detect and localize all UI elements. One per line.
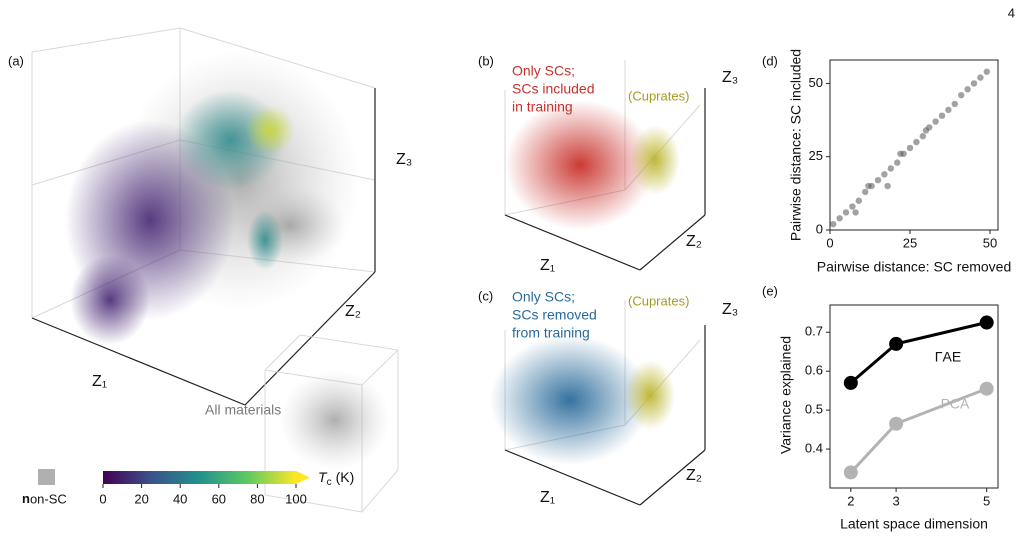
colorbar-label-unit: (K) <box>336 469 355 485</box>
panel-label: (c) <box>478 288 493 303</box>
point <box>862 188 869 196</box>
point <box>958 91 965 99</box>
y-tick-label: 0.4 <box>805 441 823 456</box>
point <box>884 182 891 190</box>
y-axis-label: Pairwise distance: SC included <box>788 49 804 241</box>
panel-text: SCs removed <box>512 307 597 323</box>
point <box>836 215 843 222</box>
panel-b-box <box>504 60 706 271</box>
point <box>842 209 850 216</box>
series-label: PCA <box>941 396 970 412</box>
point <box>906 144 914 152</box>
panel-text: in training <box>512 99 573 115</box>
point <box>881 171 888 178</box>
point <box>874 176 882 184</box>
inset-label: All materials <box>205 402 281 418</box>
axis-label: Z₃ <box>722 301 738 318</box>
y-tick-label: 25 <box>809 148 823 163</box>
annotation: (Cuprates) <box>628 293 689 308</box>
axis-label: Z₃ <box>396 151 412 168</box>
legend-label: non-SC <box>22 491 67 506</box>
colorbar-tick-label: 40 <box>173 491 187 506</box>
colorbar-label-subscript: c <box>327 477 332 488</box>
axis-label: Z₁ <box>540 257 555 274</box>
point <box>977 74 984 81</box>
panel-text: from training <box>512 325 590 341</box>
axis-label: Z₂ <box>686 233 702 250</box>
point <box>938 112 946 119</box>
y-tick-label: 50 <box>809 75 823 90</box>
colorbar-tick-label: 60 <box>212 491 226 506</box>
point <box>894 159 901 166</box>
panel-label: (d) <box>762 53 778 68</box>
x-tick-label: 3 <box>892 493 899 508</box>
x-axis-label: Latent space dimension <box>840 516 988 532</box>
y-tick-label: 0.7 <box>805 324 823 339</box>
y-axis-label: Variance explained <box>778 336 794 454</box>
panel-text: Only SCs; <box>512 289 575 305</box>
colorbar-tick-label: 100 <box>285 491 307 506</box>
axis-label: Z₃ <box>722 69 738 86</box>
point <box>897 150 904 157</box>
axis-label: Z₁ <box>540 489 555 506</box>
y-tick-label: 0.5 <box>805 402 823 417</box>
series-label: ΓAE <box>935 349 961 365</box>
colorbar-tick-label: 0 <box>99 491 106 506</box>
plot-frame <box>829 304 999 489</box>
colorbar-label-symbol: T <box>318 469 328 485</box>
panel-c-box <box>490 300 706 506</box>
x-tick-label: 0 <box>826 235 833 250</box>
page-number: 4 <box>1008 5 1015 20</box>
panel-a-clouds <box>65 50 360 345</box>
point <box>919 133 926 140</box>
point <box>855 197 862 204</box>
annotation: (Cuprates) <box>628 88 689 103</box>
panel-text: Only SCs; <box>512 63 575 79</box>
x-tick-label: 2 <box>847 493 854 508</box>
colorbar-arrow <box>296 471 310 484</box>
point <box>852 209 859 216</box>
point <box>830 220 837 228</box>
panel-text: SCs included <box>512 81 595 97</box>
point <box>932 118 939 125</box>
panel-label: (e) <box>762 283 778 298</box>
series-point <box>889 416 904 431</box>
x-tick-label: 25 <box>903 235 917 250</box>
point <box>922 127 930 134</box>
point <box>964 86 971 93</box>
point <box>970 80 978 87</box>
series-point <box>979 315 994 330</box>
colorbar <box>103 471 296 484</box>
panel-label: (b) <box>478 53 494 68</box>
non-sc-swatch <box>38 469 55 485</box>
series-point <box>843 465 858 480</box>
series-line <box>849 321 988 385</box>
y-tick-label: 0 <box>816 221 823 236</box>
point <box>913 138 920 146</box>
axis-label: Z₂ <box>686 467 702 484</box>
colorbar-label: Tc (K) <box>318 469 354 488</box>
series-point <box>889 336 904 351</box>
colorbar-tick-label: 20 <box>134 491 148 506</box>
x-tick-label: 5 <box>983 493 990 508</box>
axis-label: Z₁ <box>92 373 107 390</box>
colorbar-tick-label: 80 <box>250 491 264 506</box>
point <box>849 203 856 210</box>
x-axis-label: Pairwise distance: SC removed <box>817 259 1012 275</box>
inset-box <box>264 334 399 513</box>
plot-frame <box>829 59 999 231</box>
panel-label: (a) <box>8 53 24 68</box>
y-tick-label: 0.6 <box>805 363 823 378</box>
series-point <box>843 375 858 390</box>
series-point <box>979 381 994 396</box>
point <box>887 165 894 172</box>
point <box>945 106 952 114</box>
point <box>951 100 958 108</box>
axis-label: Z₂ <box>345 303 361 320</box>
x-tick-label: 50 <box>983 235 997 250</box>
point <box>865 182 872 190</box>
point <box>983 68 990 75</box>
